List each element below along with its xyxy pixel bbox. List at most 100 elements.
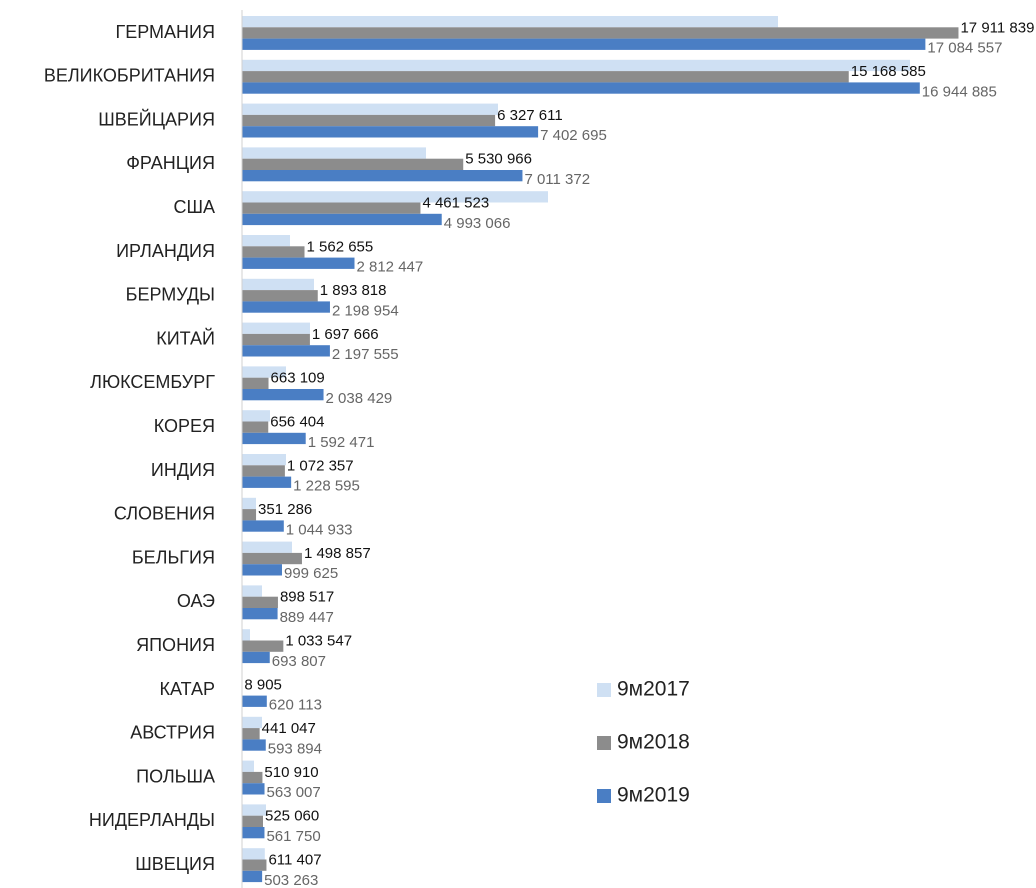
value-label: 525 060	[265, 808, 319, 825]
bar	[242, 859, 267, 871]
bar	[242, 454, 286, 466]
category-label: ОАЭ	[177, 591, 215, 611]
bar	[242, 421, 269, 433]
category-label: США	[173, 197, 215, 217]
value-label: 4 461 523	[422, 194, 489, 211]
bar	[242, 541, 292, 553]
bar	[242, 389, 324, 401]
legend-swatch	[597, 789, 611, 803]
category-label: ГЕРМАНИЯ	[116, 22, 216, 42]
value-label: 17 911 839	[960, 19, 1034, 36]
value-label: 611 407	[268, 851, 321, 868]
category-label: ИРЛАНДИЯ	[116, 241, 215, 261]
bar	[242, 191, 548, 203]
bar	[242, 827, 265, 839]
bar	[242, 695, 267, 707]
value-label: 5 530 966	[465, 151, 532, 168]
bar	[242, 804, 266, 816]
value-label: 351 286	[258, 501, 312, 518]
bar	[242, 651, 270, 664]
value-label: 1 072 357	[287, 457, 354, 474]
bar	[242, 848, 265, 860]
value-label: 15 168 585	[851, 63, 926, 80]
legend-label: 9м2017	[617, 678, 690, 701]
value-label: 7 011 372	[524, 171, 590, 188]
value-label: 999 625	[284, 565, 338, 582]
category-label: АВСТРИЯ	[130, 723, 215, 743]
bar	[242, 640, 284, 652]
value-label: 7 402 695	[540, 127, 607, 144]
value-label: 1 893 818	[320, 282, 387, 299]
bar	[242, 27, 959, 39]
value-label: 1 498 857	[304, 545, 371, 562]
legend-swatch	[597, 736, 611, 750]
bar	[242, 410, 270, 422]
bar	[242, 71, 849, 83]
value-label: 441 047	[262, 720, 316, 737]
bar	[242, 38, 926, 50]
bar	[242, 213, 442, 226]
value-label: 16 944 885	[922, 83, 997, 100]
bar	[242, 465, 285, 477]
category-label: ЯПОНИЯ	[136, 635, 215, 655]
value-label: 2 038 429	[326, 390, 393, 407]
value-label: 1 697 666	[312, 326, 379, 343]
bar	[242, 235, 290, 247]
category-label: КОРЕЯ	[154, 416, 215, 436]
value-label: 563 007	[267, 784, 321, 801]
value-label: 593 894	[268, 740, 322, 757]
value-label: 656 404	[270, 413, 324, 430]
value-label: 889 447	[280, 609, 334, 626]
value-label: 2 197 555	[332, 346, 399, 363]
category-label: ШВЕЙЦАРИЯ	[98, 108, 215, 129]
bar	[242, 345, 330, 357]
value-label: 1 562 655	[307, 238, 374, 255]
bar	[242, 432, 306, 445]
bar	[242, 629, 250, 641]
bar	[242, 870, 263, 883]
category-label: ВЕЛИКОБРИТАНИЯ	[44, 66, 215, 86]
bar	[242, 257, 355, 269]
value-label: 663 109	[271, 370, 325, 387]
value-label: 898 517	[280, 589, 334, 606]
category-label: ШВЕЦИЯ	[135, 854, 215, 874]
bar	[242, 564, 282, 576]
value-label: 1 033 547	[285, 632, 352, 649]
bar	[242, 552, 302, 565]
value-label: 1 592 471	[308, 434, 375, 451]
bar	[242, 377, 269, 389]
bar	[242, 158, 464, 170]
legend-label: 9м2019	[617, 784, 690, 807]
bar	[242, 147, 426, 159]
bar	[242, 202, 421, 214]
bar	[242, 771, 263, 784]
bar	[242, 728, 260, 740]
bar	[242, 608, 278, 620]
bar	[242, 82, 920, 94]
value-label: 1 228 595	[293, 478, 360, 495]
bar	[242, 739, 266, 751]
bar	[242, 16, 778, 28]
category-label: ИНДИЯ	[151, 460, 215, 480]
bar	[242, 103, 498, 115]
bar	[242, 114, 496, 127]
category-label: БЕРМУДЫ	[126, 285, 215, 305]
value-label: 8 905	[244, 676, 282, 693]
value-label: 503 263	[264, 872, 318, 888]
value-label: 6 327 611	[497, 107, 563, 124]
bar	[242, 333, 310, 346]
category-label: НИДЕРЛАНДЫ	[89, 810, 215, 830]
bar	[242, 760, 254, 772]
legend-label: 9м2018	[617, 731, 690, 754]
value-label: 620 113	[269, 697, 322, 714]
bar	[242, 246, 305, 258]
bar	[242, 278, 314, 291]
bar	[242, 170, 523, 182]
bar	[242, 497, 256, 510]
bar	[242, 301, 330, 313]
category-label: ФРАНЦИЯ	[126, 153, 215, 173]
value-label: 1 044 933	[286, 521, 353, 538]
bar	[242, 290, 318, 302]
category-label: ПОЛЬША	[136, 766, 215, 786]
category-label: СЛОВЕНИЯ	[114, 504, 215, 524]
